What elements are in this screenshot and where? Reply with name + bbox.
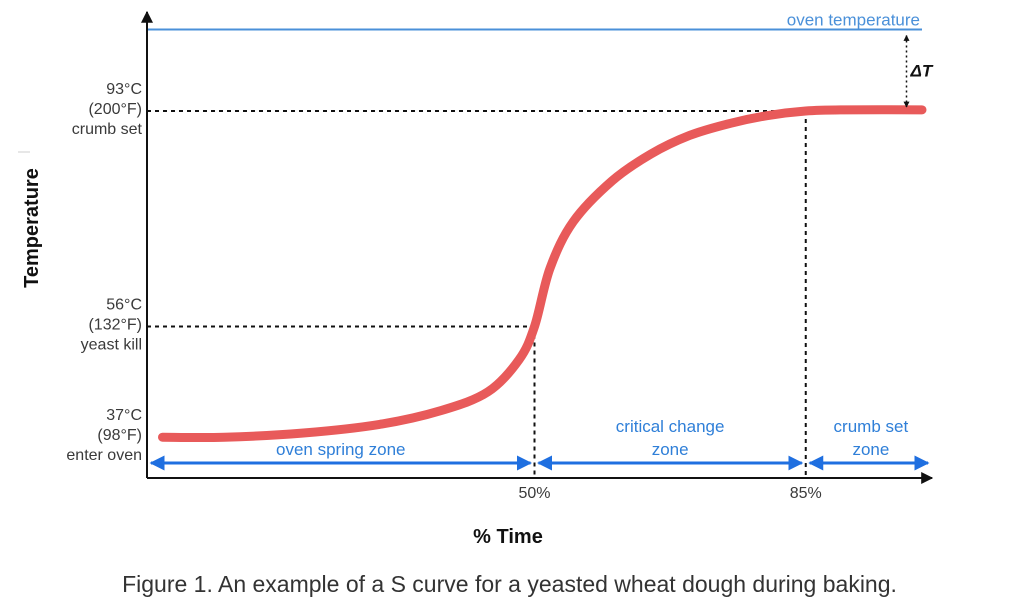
axes (18, 10, 934, 484)
labels: % Time Temperature 93°C (200°F) crumb set 56°… (21, 34, 934, 548)
series-line-0 (158, 105, 927, 443)
y-marker-label-0-2: crumb set (72, 121, 143, 138)
y-marker-label-2-2: enter oven (66, 447, 142, 464)
x-tick-label-0: 50% (518, 485, 550, 502)
reference-line-label-0: oven temperature (787, 10, 920, 29)
zone-label-2-1: zone (852, 440, 889, 459)
zones: oven spring zone critical change zone crumb… (149, 417, 930, 471)
y-axis-title: Temperature (21, 168, 43, 288)
figure-caption: Figure 1. An example of a S curve for a … (122, 571, 897, 597)
delta-t-label: ΔT (910, 61, 934, 80)
y-marker-label-1-0: 56°C (106, 297, 142, 314)
y-marker-label-1-1: (132°F) (88, 317, 142, 334)
y-marker-label-2-1: (98°F) (97, 427, 142, 444)
zone-label-0-0: oven spring zone (276, 440, 405, 459)
zone-label-2-0: crumb set (834, 417, 909, 436)
y-marker-label-2-0: 37°C (106, 407, 142, 424)
guide-lines (147, 110, 807, 478)
zone-label-1-1: zone (652, 440, 689, 459)
series (158, 105, 927, 443)
y-marker-label-0-0: 93°C (106, 81, 142, 98)
zone-label-1-0: critical change (616, 417, 725, 436)
x-axis-title: % Time (473, 526, 543, 548)
reference-lines: oven temperature (147, 10, 922, 31)
y-marker-label-0-1: (200°F) (88, 101, 142, 118)
x-tick-label-1: 85% (790, 485, 822, 502)
y-marker-label-1-2: yeast kill (81, 337, 142, 354)
